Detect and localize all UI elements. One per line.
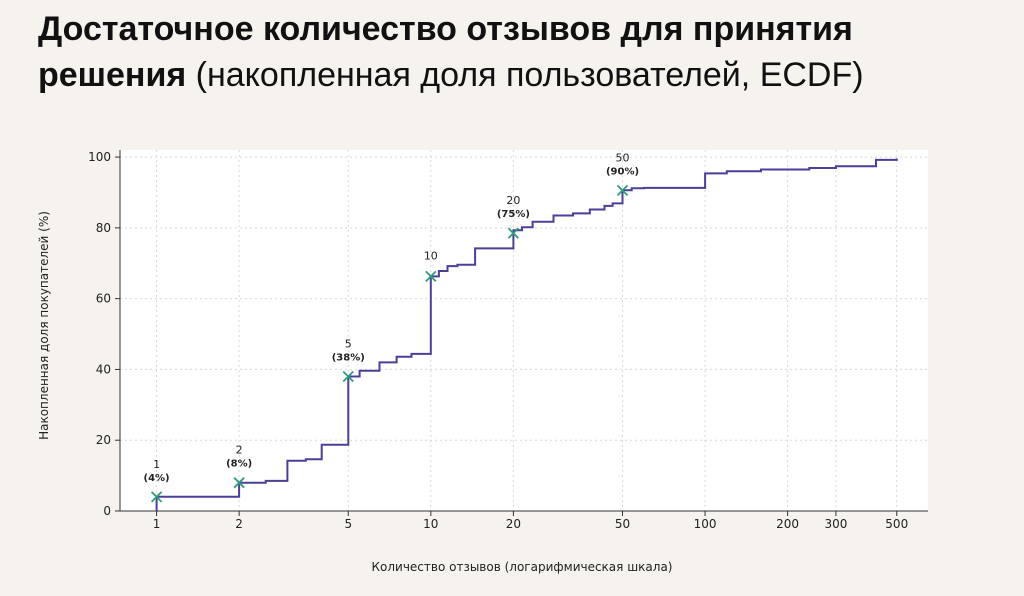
- x-tick-label: 200: [776, 517, 799, 531]
- y-tick-label: 20: [96, 433, 111, 447]
- marker-sublabel: (8%): [226, 459, 252, 470]
- y-tick-label: 0: [103, 504, 111, 518]
- milestone-marker: 1 (4%): [144, 458, 170, 503]
- marker-x-icon: [233, 477, 245, 489]
- marker-label: 50: [616, 151, 630, 164]
- marker-sublabel: (75%): [497, 209, 530, 220]
- marker-label: 5: [345, 338, 352, 351]
- y-tick-label: 80: [96, 221, 111, 235]
- x-tick-label: 50: [615, 517, 630, 531]
- ecdf-series-line: [155, 158, 898, 511]
- marker-x-icon: [507, 227, 520, 239]
- y-tick-label: 60: [96, 292, 111, 306]
- marker-x-icon: [616, 184, 629, 196]
- marker-x-icon: [342, 370, 354, 383]
- x-tick-label: 100: [694, 517, 717, 531]
- chart-title: Достаточное количество отзывов для приня…: [38, 6, 998, 98]
- x-tick-label: 300: [824, 517, 847, 531]
- x-axis-label: Количество отзывов (логарифмическая шкал…: [372, 560, 673, 574]
- marker-label: 10: [424, 249, 438, 262]
- x-tick-label: 500: [885, 517, 908, 531]
- marker-sublabel: (90%): [606, 166, 639, 177]
- milestone-markers: 1 (4%) 2 (8%) 5 (38%) 10 20 (75%) 50 (90%): [144, 151, 639, 503]
- marker-label: 2: [236, 444, 243, 457]
- x-tick-label: 1: [153, 517, 161, 531]
- marker-sublabel: (38%): [332, 353, 365, 364]
- marker-label: 20: [506, 194, 520, 207]
- marker-x-icon: [150, 491, 163, 503]
- x-tick-label: 10: [423, 517, 438, 531]
- x-tick-label: 20: [506, 517, 521, 531]
- y-axis-label: Накопленная доля покупателей (%): [37, 211, 51, 440]
- milestone-marker: 10: [424, 249, 438, 282]
- marker-sublabel: (4%): [144, 473, 170, 484]
- y-tick-label: 100: [88, 150, 111, 164]
- chart-title-bold: Достаточное количество отзывов для приня…: [38, 10, 853, 94]
- milestone-marker: 5 (38%): [332, 338, 365, 383]
- x-tick-label: 2: [235, 517, 243, 531]
- axes: [115, 150, 928, 516]
- y-tick-label: 40: [96, 362, 111, 376]
- tick-labels: 1 2 5 10 20 50 100 200 300 500 0 20 40 60 80 100: [88, 150, 908, 531]
- milestone-marker: 2 (8%): [226, 444, 252, 489]
- marker-x-icon: [425, 270, 437, 282]
- milestone-marker: 50 (90%): [606, 151, 639, 196]
- marker-label: 1: [153, 458, 160, 471]
- x-tick-label: 5: [344, 517, 352, 531]
- milestone-marker: 20 (75%): [497, 194, 530, 239]
- plot-area: [120, 150, 928, 511]
- chart-title-regular: (накопленная доля пользователей, ECDF): [186, 56, 864, 94]
